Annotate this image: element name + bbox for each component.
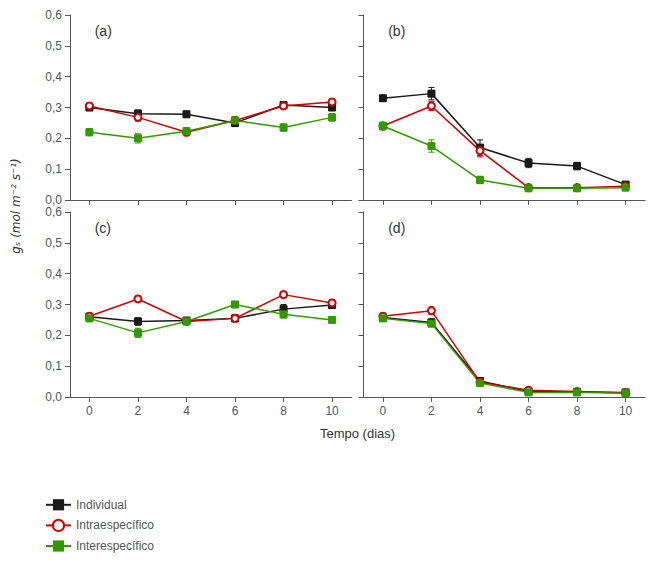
svg-text:gₛ (mol m⁻² s⁻¹): gₛ (mol m⁻² s⁻¹)	[9, 158, 23, 254]
svg-text:8: 8	[280, 404, 287, 418]
svg-text:0,1: 0,1	[45, 162, 62, 176]
svg-text:4: 4	[183, 404, 190, 418]
svg-text:2: 2	[135, 404, 142, 418]
svg-text:0,0: 0,0	[45, 193, 62, 207]
svg-text:0,2: 0,2	[45, 328, 62, 342]
svg-text:0,4: 0,4	[45, 70, 62, 84]
svg-text:0: 0	[86, 404, 93, 418]
svg-text:0: 0	[380, 404, 387, 418]
svg-text:0,6: 0,6	[45, 205, 62, 219]
svg-text:0,5: 0,5	[45, 39, 62, 53]
svg-text:0,3: 0,3	[45, 101, 62, 115]
svg-text:8: 8	[574, 404, 581, 418]
svg-text:10: 10	[325, 404, 339, 418]
svg-text:(b): (b)	[388, 23, 405, 39]
svg-text:0,5: 0,5	[45, 236, 62, 250]
svg-text:6: 6	[232, 404, 239, 418]
svg-text:0,1: 0,1	[45, 359, 62, 373]
svg-text:0,2: 0,2	[45, 131, 62, 145]
svg-text:10: 10	[619, 404, 633, 418]
svg-text:2: 2	[428, 404, 435, 418]
svg-text:6: 6	[525, 404, 532, 418]
svg-text:0,4: 0,4	[45, 267, 62, 281]
svg-text:(c): (c)	[95, 220, 111, 236]
svg-text:Tempo (dias): Tempo (dias)	[320, 426, 395, 441]
svg-text:Intraespecífico: Intraespecífico	[76, 518, 154, 532]
svg-text:0,0: 0,0	[45, 390, 62, 404]
svg-text:Interespecífico: Interespecífico	[76, 539, 154, 553]
svg-text:(d): (d)	[388, 220, 405, 236]
svg-text:Individual: Individual	[76, 498, 127, 512]
svg-text:0,3: 0,3	[45, 298, 62, 312]
svg-text:4: 4	[477, 404, 484, 418]
svg-text:(a): (a)	[95, 23, 112, 39]
svg-text:0,6: 0,6	[45, 8, 62, 22]
